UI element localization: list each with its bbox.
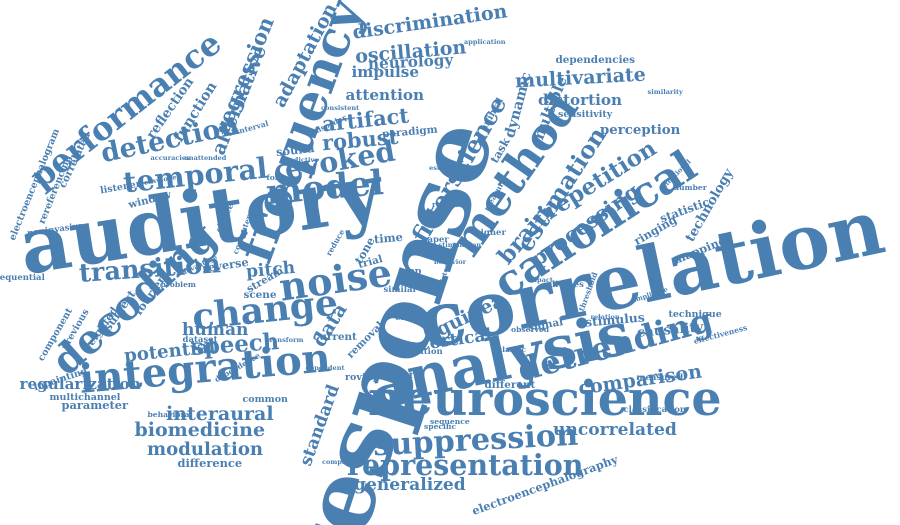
word-estimate: estimate	[429, 163, 461, 172]
word-impulse: impulse	[351, 62, 419, 81]
word-forced: forced	[266, 173, 294, 182]
word-consistent: consistent	[321, 103, 360, 112]
word-interaural: interaural	[166, 402, 274, 425]
word-roving: roving	[345, 372, 380, 383]
word-sequential: sequential	[0, 272, 45, 283]
word-parameter: parameter	[61, 397, 129, 412]
word-paper: paper	[421, 234, 449, 245]
word-application: application	[464, 37, 506, 46]
word-classification: classification	[623, 404, 687, 415]
word-multichannel: multichannel	[49, 392, 121, 403]
word-transform: transform	[266, 335, 304, 344]
word-different: different	[484, 379, 536, 391]
word-behavior: behavior	[434, 257, 467, 266]
word-modulation: modulation	[147, 439, 264, 460]
word-human: human	[182, 319, 249, 340]
word-glitches: glitches	[546, 279, 584, 290]
word-predictive: predictive	[281, 155, 319, 164]
word-step: step	[399, 266, 422, 277]
word-sensitivity: sensitivity	[558, 109, 613, 120]
word-observed: observed	[511, 325, 550, 334]
word-distortion: distortion	[538, 90, 623, 109]
word-scene: scene	[243, 289, 277, 301]
word-regularization: regularization	[19, 374, 141, 393]
word-biomedicine: biomedicine	[134, 418, 266, 441]
word-accuracies: accuracies	[150, 153, 190, 162]
word-sequence: sequence	[430, 417, 470, 426]
word-comparative: comparative	[322, 457, 368, 466]
word-higher: higher	[474, 227, 506, 238]
word-specific: specific	[424, 422, 457, 431]
word-problem: problem	[160, 280, 196, 289]
word-effect: effect	[395, 312, 426, 323]
word-difference: difference	[177, 455, 243, 470]
word-similarity: similarity	[647, 87, 683, 96]
word-time: time	[372, 229, 403, 246]
word-classic: classic	[497, 345, 527, 354]
word-reveal: reveal	[432, 200, 458, 209]
word-behavioral: behavioral	[147, 410, 193, 419]
word-sensor: sensor	[376, 369, 415, 381]
word-condition: condition	[397, 346, 443, 357]
word-stimulation: stimulation	[438, 240, 482, 249]
word-impact: impact	[527, 275, 553, 284]
word-uncorrelated: uncorrelated	[553, 419, 677, 440]
word-attention: attention	[345, 85, 425, 104]
word-neurology: neurology	[367, 50, 454, 73]
word-number: number	[673, 183, 707, 192]
word-relation: relation	[590, 312, 620, 321]
word-dependencies: dependencies	[555, 54, 635, 66]
word-current: current	[313, 331, 357, 343]
word-dependent: dependent	[305, 363, 345, 372]
word-dataset: dataset	[182, 334, 218, 345]
word-unattended: unattended	[184, 153, 227, 162]
word-perception: perception	[600, 122, 681, 138]
word-technique: technique	[668, 309, 722, 320]
word-common: common	[242, 394, 288, 405]
word-representation: representation	[347, 447, 584, 482]
word-generalized: generalized	[354, 474, 466, 495]
word-neuroscience: neuroscience	[368, 371, 722, 427]
word-measured: measured	[636, 372, 684, 383]
word-similar: similar	[383, 284, 417, 295]
word-discrimination: discrimination	[351, 0, 509, 44]
